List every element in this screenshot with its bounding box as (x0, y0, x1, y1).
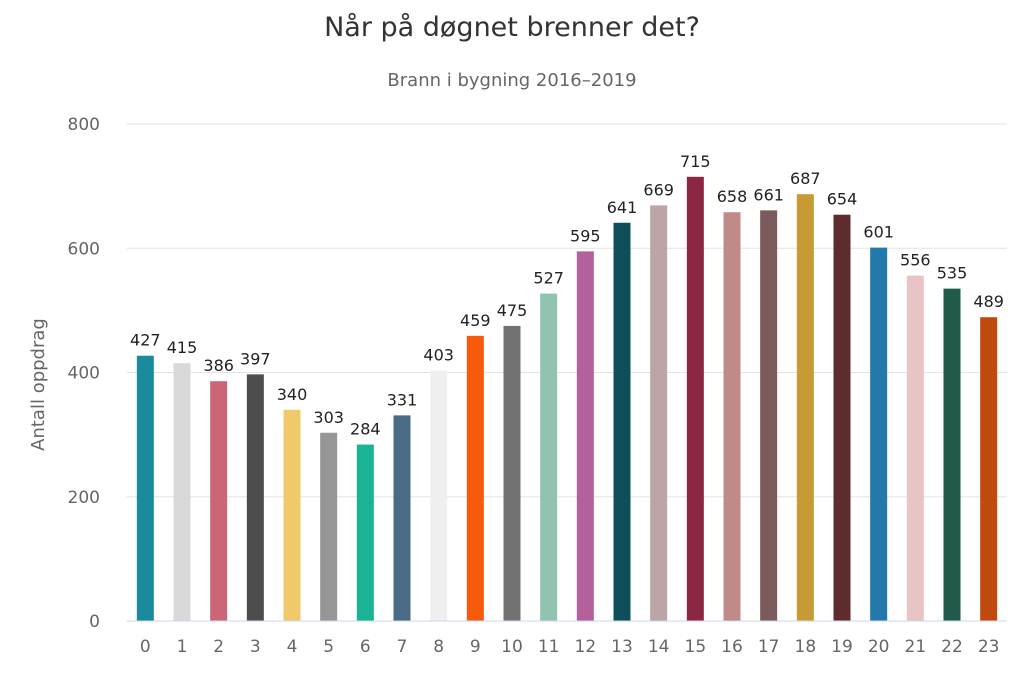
bar (870, 247, 888, 621)
data-label: 475 (497, 301, 528, 320)
data-label: 669 (643, 180, 674, 199)
y-axis-title: Antall oppdrag (28, 318, 49, 451)
chart-subtitle: Brann i bygning 2016–2019 (387, 70, 637, 91)
y-tick-label: 0 (89, 612, 100, 632)
bar (723, 212, 741, 621)
x-tick-label: 22 (941, 637, 963, 657)
x-tick-label: 9 (470, 637, 481, 657)
data-label: 527 (533, 269, 564, 288)
data-label: 601 (863, 223, 894, 242)
x-tick-label: 15 (685, 637, 707, 657)
bar (760, 210, 778, 621)
bar (503, 325, 521, 621)
x-tick-label: 10 (501, 637, 523, 657)
data-label: 459 (460, 311, 491, 330)
bar (540, 293, 558, 621)
y-tick-label: 800 (68, 115, 100, 135)
data-labels: 427 415 386 397 340 303 284 331 403 459 475 527 595 6… (130, 152, 1004, 439)
bar (906, 275, 924, 621)
bar (173, 363, 191, 621)
bar (283, 409, 301, 621)
data-label: 535 (937, 264, 968, 283)
bar (686, 176, 704, 621)
data-label: 284 (350, 420, 381, 439)
data-label: 556 (900, 251, 931, 270)
data-label: 595 (570, 226, 601, 245)
x-tick-label: 19 (831, 637, 853, 657)
bar (393, 415, 411, 621)
x-tick-label: 0 (140, 637, 151, 657)
bar (320, 432, 338, 621)
x-tick-label: 23 (978, 637, 1000, 657)
x-axis-ticks: 0 1 2 3 4 5 6 7 8 9 10 11 12 13 14 15 16 17 18 19 20 21 22 23 (140, 637, 1000, 657)
bar (980, 317, 998, 621)
x-tick-label: 6 (360, 637, 371, 657)
data-label: 331 (387, 390, 418, 409)
x-tick-label: 3 (250, 637, 261, 657)
bar (210, 381, 228, 621)
data-label: 303 (313, 408, 344, 427)
data-label: 397 (240, 349, 271, 368)
data-label: 654 (827, 190, 858, 209)
x-tick-label: 7 (397, 637, 408, 657)
x-tick-label: 18 (795, 637, 817, 657)
bar (576, 251, 594, 621)
data-label: 415 (167, 338, 198, 357)
x-tick-label: 16 (721, 637, 743, 657)
x-tick-label: 17 (758, 637, 780, 657)
bar (466, 335, 484, 621)
bar (943, 288, 961, 621)
y-axis-ticks: 0 200 400 600 800 (68, 115, 100, 632)
x-tick-label: 4 (287, 637, 298, 657)
x-tick-label: 21 (905, 637, 927, 657)
data-label: 403 (423, 346, 454, 365)
x-tick-label: 2 (213, 637, 224, 657)
bar (246, 374, 264, 621)
data-label: 427 (130, 331, 161, 350)
x-tick-label: 13 (611, 637, 633, 657)
y-tick-label: 400 (68, 364, 100, 384)
bar (430, 370, 448, 621)
y-tick-label: 600 (68, 239, 100, 259)
chart-title: Når på døgnet brenner det? (324, 12, 700, 43)
x-tick-label: 12 (575, 637, 597, 657)
data-label: 687 (790, 169, 821, 188)
x-tick-label: 14 (648, 637, 670, 657)
bars (136, 176, 998, 622)
data-label: 661 (753, 185, 784, 204)
data-label: 715 (680, 152, 711, 171)
bar (613, 222, 631, 621)
y-tick-label: 200 (68, 488, 100, 508)
x-tick-label: 8 (433, 637, 444, 657)
data-label: 489 (973, 292, 1004, 311)
x-tick-label: 1 (177, 637, 188, 657)
data-label: 641 (607, 198, 638, 217)
data-label: 340 (277, 385, 308, 404)
x-tick-label: 20 (868, 637, 890, 657)
bar (833, 214, 851, 621)
data-label: 386 (203, 356, 234, 375)
bar (356, 444, 374, 621)
bar (796, 194, 814, 622)
bar (136, 355, 154, 621)
x-tick-label: 11 (538, 637, 560, 657)
data-label: 658 (717, 187, 748, 206)
x-tick-label: 5 (323, 637, 334, 657)
bar (650, 205, 668, 622)
